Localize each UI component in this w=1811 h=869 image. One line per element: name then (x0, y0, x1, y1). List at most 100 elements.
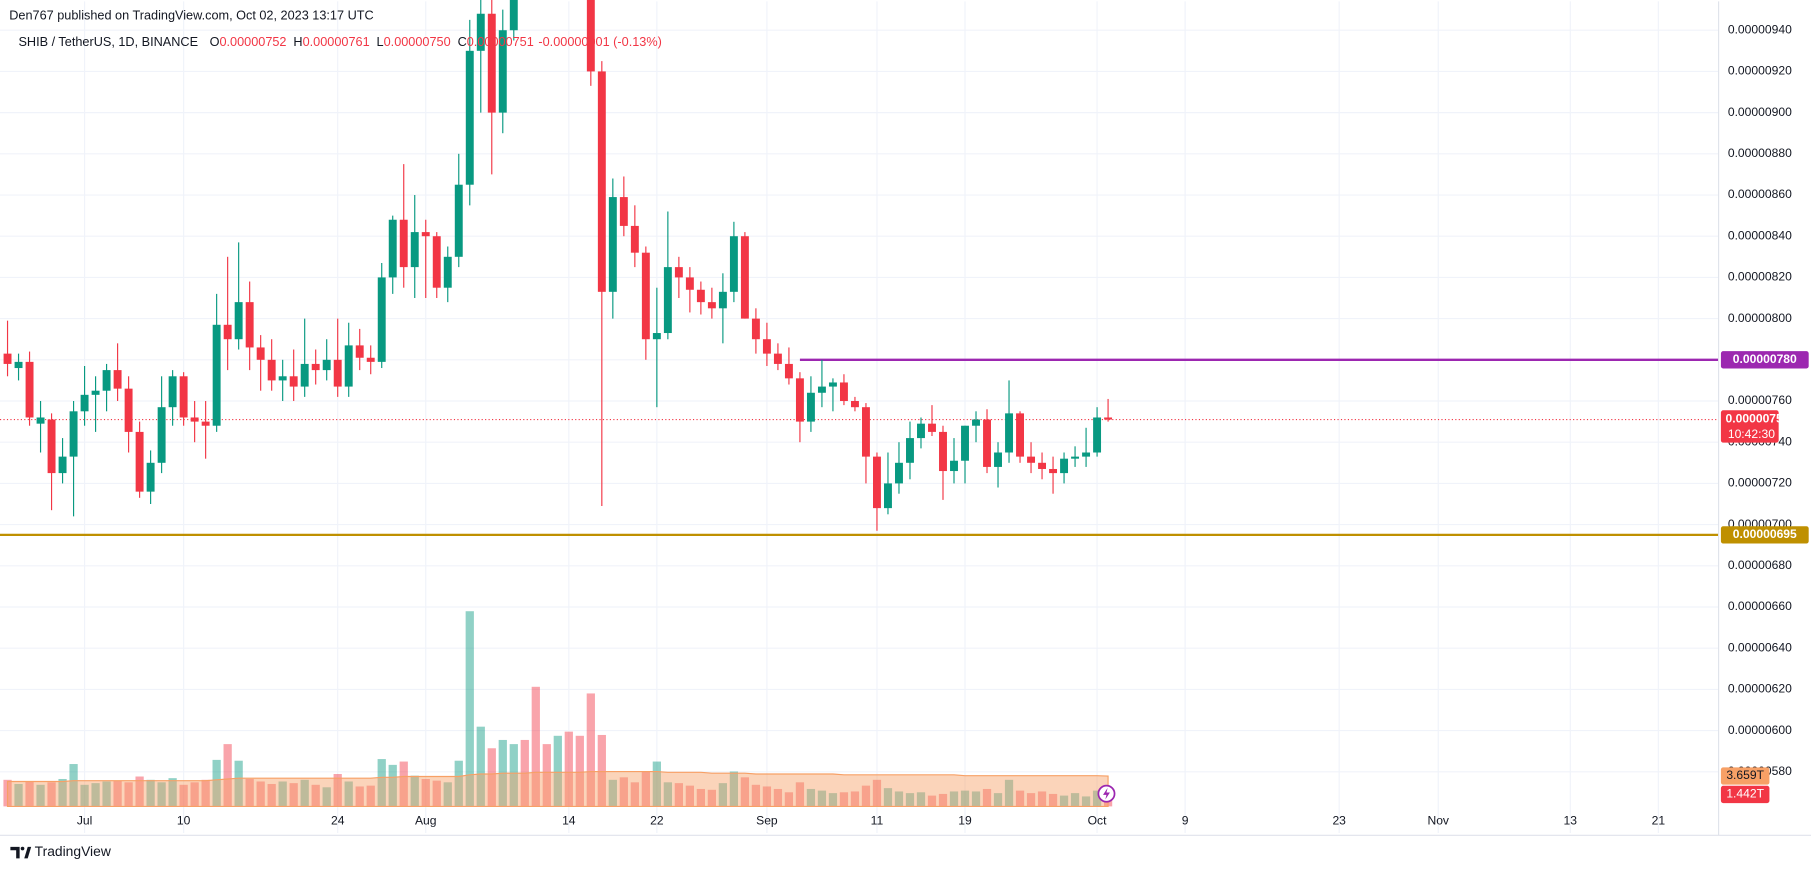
volume-bar (465, 611, 474, 807)
volume-bar (641, 771, 650, 807)
candle-body (972, 419, 980, 426)
candle-body (91, 390, 100, 395)
candle-body (773, 353, 782, 364)
candle-body (399, 219, 408, 268)
volume-bar (850, 791, 860, 807)
y-tick-label: 0.00000680 (1728, 558, 1792, 572)
y-tick-label: 0.00000880 (1728, 146, 1792, 160)
volume-bar (762, 786, 772, 807)
level-label: 0.00000780 (1733, 352, 1797, 366)
candle-body (597, 71, 606, 292)
volume-bar (410, 775, 419, 807)
volume-bar (366, 785, 375, 807)
candle-body (212, 324, 221, 426)
candle-body (1049, 468, 1058, 474)
candle-body (102, 370, 111, 391)
candle-body (311, 363, 320, 371)
volume-bar (597, 734, 606, 807)
last-price-label: 0.00000751 (1726, 412, 1790, 426)
candle-body (146, 462, 155, 492)
candle-body (608, 197, 617, 292)
x-tick-label: 23 (1332, 814, 1346, 828)
y-tick-label: 0.00000600 (1728, 723, 1792, 737)
candle-body (333, 359, 342, 387)
y-tick-label: 0.00000840 (1728, 228, 1792, 242)
candle-body (3, 353, 12, 364)
volume-bar (487, 748, 496, 807)
x-tick-label: Sep (756, 814, 778, 828)
legend-key: O (210, 35, 220, 49)
volume-bar (102, 781, 111, 807)
volume-ma-box (1720, 767, 1770, 785)
candle-body (1060, 458, 1069, 474)
candle-body (388, 219, 397, 278)
level-label: 0.00000695 (1733, 527, 1797, 541)
candle-body (707, 302, 716, 309)
volume-bar (1081, 796, 1091, 807)
volume-bar (333, 774, 342, 807)
x-tick-label: 21 (1652, 814, 1666, 828)
volume-bar (729, 771, 739, 807)
volume-bar (289, 783, 298, 807)
volume-bar (806, 788, 816, 807)
candle-body (685, 277, 694, 290)
volume-bar (36, 784, 45, 807)
candle-body (994, 452, 1002, 467)
volume-bar (300, 779, 309, 807)
candle-body (718, 291, 727, 309)
volume-bar (179, 784, 188, 807)
level-label-box (1720, 526, 1809, 544)
candle-body (344, 345, 353, 387)
volume-bar (586, 693, 595, 807)
volume-bar (861, 785, 871, 807)
volume-pane (3, 611, 1113, 807)
volume-bar (278, 781, 287, 807)
y-tick-label: 0.00000820 (1728, 270, 1792, 284)
volume-bar (1059, 795, 1069, 807)
candle-body (25, 361, 34, 418)
x-tick-label: 19 (958, 814, 972, 828)
volume-bar (685, 785, 694, 807)
candle-body (674, 267, 683, 278)
volume-bar (938, 793, 948, 807)
candle-body (850, 401, 859, 408)
candle-body (465, 50, 474, 185)
volume-bar (883, 788, 893, 807)
candle-body (410, 232, 419, 268)
volume-bar (817, 790, 827, 807)
candle-body (487, 13, 496, 113)
candle-body (69, 411, 78, 457)
y-tick-label: 0.00000900 (1728, 105, 1792, 119)
candle-body (80, 394, 89, 412)
x-tick-label: Nov (1427, 814, 1449, 828)
volume-bar (784, 792, 794, 807)
volume-bar (718, 783, 728, 807)
candle-body (366, 357, 375, 362)
x-tick-label: 10 (177, 814, 191, 828)
volume-bar (25, 781, 34, 807)
candle-body (1071, 456, 1080, 459)
legend-value: 0.00000750 (384, 35, 451, 49)
candle-body (36, 417, 45, 424)
volume-box (1720, 785, 1770, 804)
candle-body (498, 30, 507, 113)
candle-body (432, 236, 441, 288)
candle-body (983, 419, 991, 467)
volume-label: 1.442T (1726, 787, 1764, 801)
candle-body (817, 386, 826, 393)
volume-bar (212, 759, 221, 807)
volume-bar (311, 784, 320, 807)
footer-brand: TradingView (35, 843, 112, 859)
candle-body (179, 376, 188, 418)
volume-bar (795, 782, 805, 807)
candle-body (256, 347, 265, 360)
last-price-box (1720, 410, 1779, 443)
volume-bar (652, 761, 661, 807)
volume-bar (1048, 793, 1058, 807)
alert-icon (1097, 784, 1116, 803)
volume-bar (960, 790, 970, 807)
candle-body (806, 392, 815, 422)
x-tick-label: 24 (331, 814, 345, 828)
volume-ma-area (6, 770, 1109, 807)
volume-bar (256, 781, 265, 807)
